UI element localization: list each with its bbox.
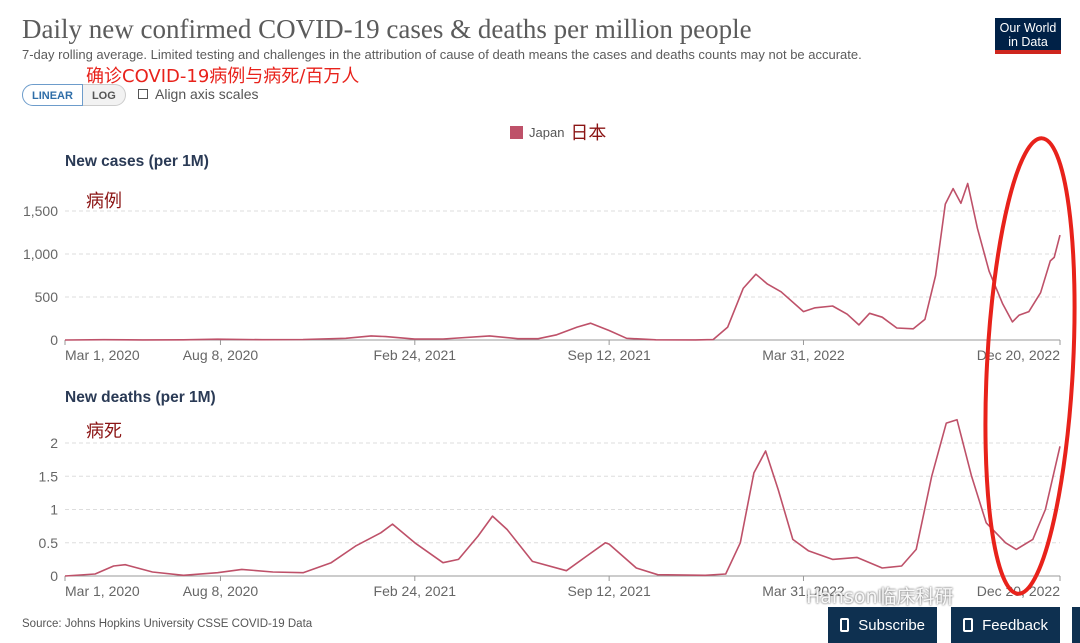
cases-y-tick-label: 1,500 (23, 203, 58, 219)
deaths-x-tick-label: Mar 31, 2022 (762, 583, 845, 599)
legend-swatch (510, 125, 523, 139)
deaths-x-tick-label: Aug 8, 2020 (183, 583, 259, 599)
owid-logo[interactable]: Our World in Data (995, 18, 1061, 54)
deaths-x-tick-label: Mar 1, 2020 (65, 583, 140, 599)
cases-series-line-japan (64, 182, 1061, 341)
cases-x-tick-label: Aug 8, 2020 (183, 347, 259, 363)
deaths-x-tick-label: Feb 24, 2021 (374, 583, 457, 599)
deaths-y-tick-label: 1 (50, 502, 58, 518)
subscribe-label: Subscribe (858, 616, 925, 634)
log-scale-button[interactable]: LOG (82, 84, 126, 106)
legend-annotation-cn: 日本 (570, 123, 607, 144)
cases-panel-title: New cases (per 1M) (65, 153, 209, 170)
align-axis-label: Align axis scales (155, 86, 259, 102)
logo-line-1: Our World (999, 21, 1057, 35)
cases-x-tick-label: Feb 24, 2021 (374, 347, 457, 363)
deaths-y-tick-label: 2 (50, 435, 58, 451)
feedback-button[interactable]: Feedback (951, 607, 1060, 643)
deaths-panel-title: New deaths (per 1M) (65, 389, 216, 406)
deaths-x-tick-label: Dec 20, 2022 (977, 583, 1060, 599)
cases-annotation-cn: 病例 (86, 191, 122, 212)
cases-y-tick-label: 0 (50, 332, 58, 348)
chart-title: Daily new confirmed COVID-19 cases & dea… (22, 14, 752, 44)
more-button[interactable] (1072, 607, 1080, 643)
legend[interactable]: Japan 日本 (510, 119, 606, 145)
subscribe-button[interactable]: Subscribe (828, 607, 937, 643)
subscribe-icon (840, 618, 850, 632)
deaths-x-tick-label: Sep 12, 2021 (567, 583, 651, 599)
align-axis-checkbox[interactable]: Align axis scales (138, 86, 259, 102)
feedback-label: Feedback (982, 616, 1048, 634)
title-annotation-cn: 确诊COVID-19病例与病死/百万人 (86, 66, 360, 87)
legend-entry-japan: Japan (529, 124, 565, 140)
cases-y-tick-label: 500 (35, 289, 59, 305)
cases-x-tick-label: Mar 31, 2022 (762, 347, 845, 363)
source-note: Source: Johns Hopkins University CSSE CO… (22, 618, 313, 630)
deaths-series-line-japan (64, 418, 1061, 577)
deaths-y-tick-label: 0.5 (39, 535, 59, 551)
deaths-y-tick-label: 0 (50, 568, 58, 584)
logo-line-2: in Data (1008, 35, 1048, 49)
highlight-ellipse (983, 136, 1077, 596)
checkbox-icon (138, 89, 148, 99)
feedback-icon (963, 618, 974, 632)
cases-x-tick-label: Sep 12, 2021 (567, 347, 651, 363)
cases-y-tick-label: 1,000 (23, 246, 58, 262)
deaths-y-tick-label: 1.5 (39, 468, 59, 484)
linear-scale-button[interactable]: LINEAR (22, 84, 83, 106)
chart-subtitle: 7-day rolling average. Limited testing a… (22, 47, 862, 62)
scale-toggle: LINEAR LOG (22, 84, 126, 106)
cases-x-tick-label: Dec 20, 2022 (977, 347, 1060, 363)
deaths-annotation-cn: 病死 (86, 421, 122, 442)
cases-x-tick-label: Mar 1, 2020 (65, 347, 140, 363)
watermark: Hanson临床科研 (806, 586, 954, 608)
